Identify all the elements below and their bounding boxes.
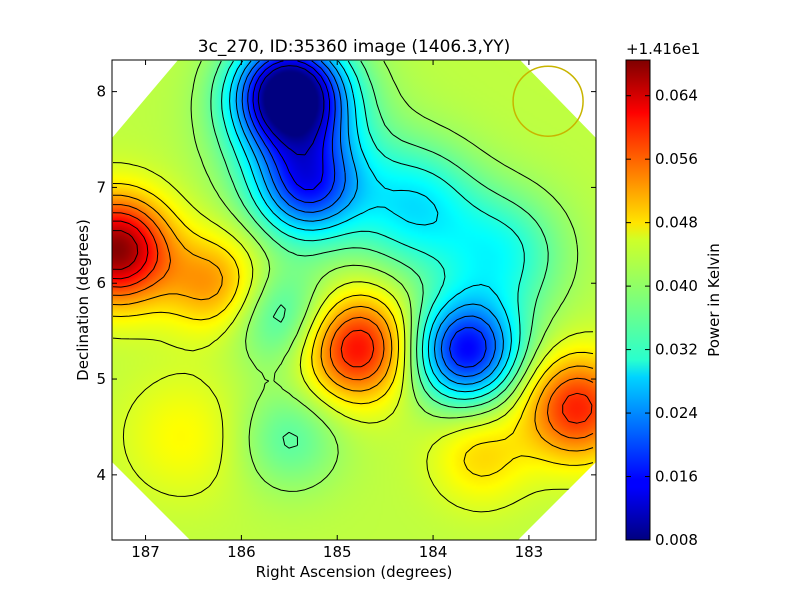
contour-line (112, 194, 594, 452)
colorbar-offset-label: +1.416e1 (626, 40, 700, 58)
heatmap-image (112, 60, 596, 540)
colorbar-ticks: 0.008 0.016 0.024 0.032 0.040 0.048 0.056 0.064 (626, 87, 698, 549)
plot-area (112, 60, 596, 540)
colorbar-tick-label: 0.024 (655, 404, 698, 422)
x-axis: 187 186 185 184 183 (131, 60, 543, 561)
beam-marker (512, 65, 584, 137)
chart-title: 3c_270, ID:35360 image (1406.3,YY) (198, 37, 511, 57)
x-tick-label: 183 (515, 543, 544, 561)
contour-line (112, 183, 594, 477)
colorbar-tick-label: 0.032 (655, 341, 698, 359)
contour-line (235, 60, 504, 385)
contour-line (241, 60, 496, 378)
colorbar-tick-label: 0.048 (655, 214, 698, 232)
contour-line (112, 162, 594, 513)
y-axis: 4 5 6 7 8 (96, 83, 596, 484)
x-tick-label: 187 (131, 543, 160, 561)
contour-line (210, 60, 549, 449)
x-tick-label: 184 (419, 543, 448, 561)
colorbar: 0.008 0.016 0.024 0.032 0.040 0.048 0.056 0.064… (625, 40, 723, 549)
y-tick-label: 8 (96, 83, 106, 101)
plot-frame (111, 59, 597, 541)
contour-line (257, 65, 325, 156)
contour-line (252, 60, 330, 191)
y-axis-label: Declination (degrees) (74, 219, 92, 381)
colorbar-tick-label: 0.016 (655, 468, 698, 486)
colorbar-tick-label: 0.040 (655, 277, 698, 295)
contour-lines (112, 60, 594, 513)
contour-line (221, 60, 525, 400)
y-tick-label: 6 (96, 274, 106, 292)
contour-line (112, 220, 149, 280)
y-tick-label: 5 (96, 370, 106, 388)
contour-line (190, 60, 579, 492)
contour-line (112, 204, 594, 439)
x-axis-label: Right Ascension (degrees) (256, 563, 453, 581)
x-tick-label: 185 (323, 543, 352, 561)
colorbar-gradient (625, 59, 651, 541)
y-tick-label: 7 (96, 178, 106, 196)
x-tick-label: 186 (227, 543, 256, 561)
colorbar-tick-label: 0.064 (655, 87, 698, 105)
y-tick-label: 4 (96, 466, 106, 484)
contour-line (112, 212, 593, 424)
colorbar-label: Power in Kelvin (705, 243, 723, 357)
colorbar-tick-label: 0.008 (655, 531, 698, 549)
contour-line (247, 60, 487, 368)
colorbar-tick-label: 0.056 (655, 150, 698, 168)
contour-line (112, 230, 139, 270)
contour-line (229, 60, 512, 393)
